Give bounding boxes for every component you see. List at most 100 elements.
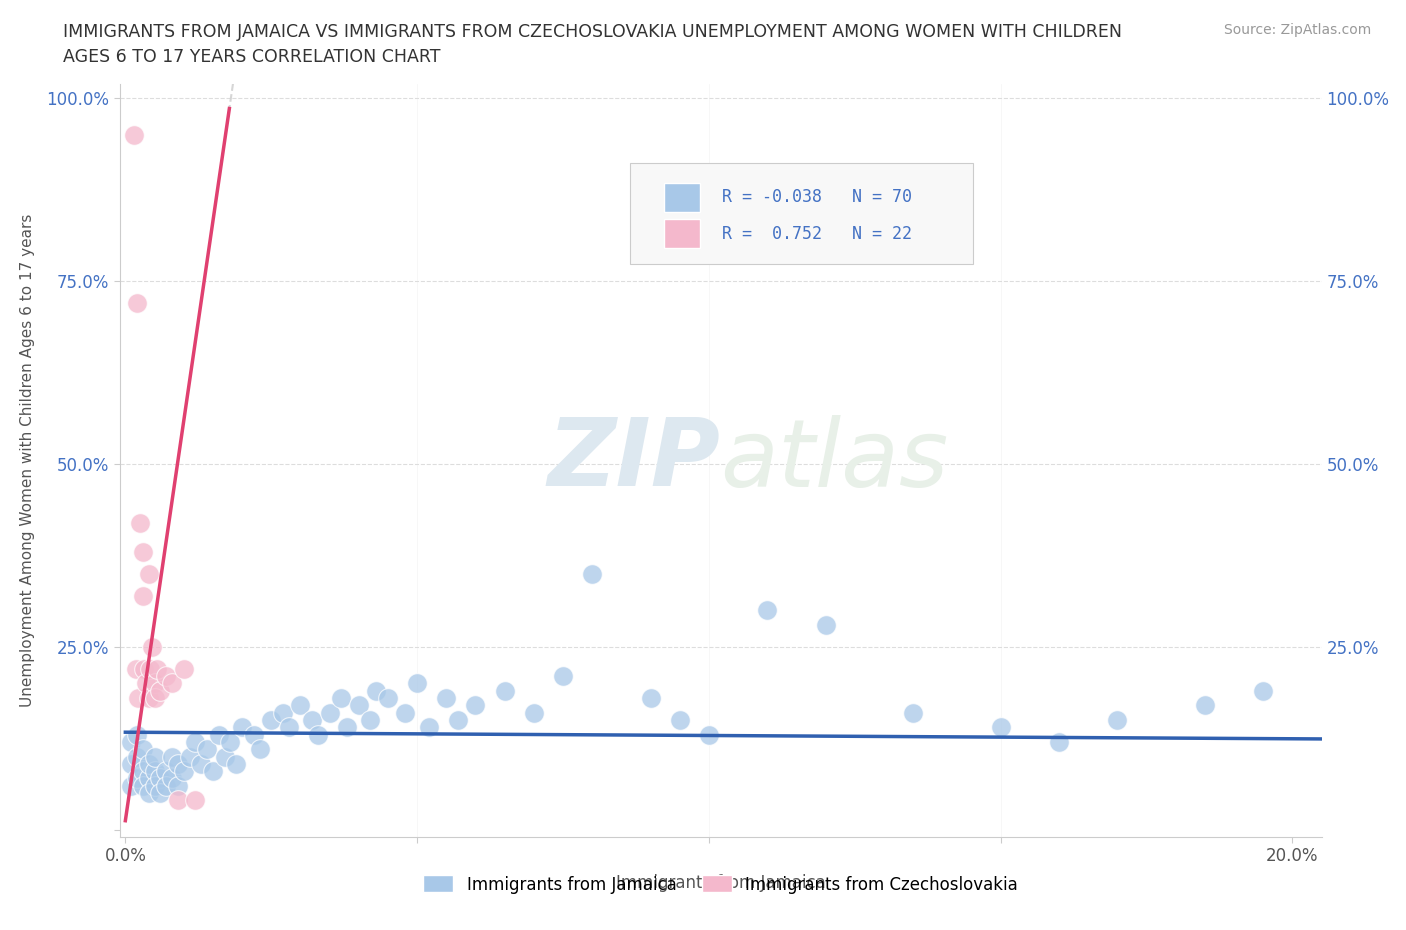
Point <box>132 544 155 559</box>
Point <box>132 588 155 603</box>
Legend: Immigrants from Jamaica, Immigrants from Czechoslovakia: Immigrants from Jamaica, Immigrants from… <box>416 869 1025 900</box>
Text: AGES 6 TO 17 YEARS CORRELATION CHART: AGES 6 TO 17 YEARS CORRELATION CHART <box>63 48 440 66</box>
Point <box>225 756 247 771</box>
Point <box>201 764 224 778</box>
Point <box>132 742 155 757</box>
Text: ZIP: ZIP <box>548 415 720 506</box>
Y-axis label: Unemployment Among Women with Children Ages 6 to 17 years: Unemployment Among Women with Children A… <box>20 214 35 707</box>
Point <box>208 727 231 742</box>
Point <box>138 771 160 786</box>
Point <box>143 691 166 706</box>
Point <box>155 778 177 793</box>
Point <box>141 640 163 655</box>
Point <box>139 661 162 676</box>
Point <box>143 749 166 764</box>
Point <box>120 735 142 750</box>
Point <box>366 684 388 698</box>
Point <box>318 705 340 720</box>
Point <box>434 691 457 706</box>
Point <box>394 705 416 720</box>
Text: R =  0.752   N = 22: R = 0.752 N = 22 <box>721 225 911 243</box>
Point <box>129 515 152 530</box>
Point <box>149 771 172 786</box>
Point <box>132 661 155 676</box>
Point <box>231 720 253 735</box>
Point <box>330 691 353 706</box>
Point <box>990 720 1012 735</box>
Point <box>668 712 690 727</box>
Point <box>167 756 190 771</box>
Point <box>125 771 148 786</box>
Point <box>242 727 264 742</box>
Point <box>418 720 440 735</box>
Point <box>120 756 142 771</box>
Text: IMMIGRANTS FROM JAMAICA VS IMMIGRANTS FROM CZECHOSLOVAKIA UNEMPLOYMENT AMONG WOM: IMMIGRANTS FROM JAMAICA VS IMMIGRANTS FR… <box>63 23 1122 41</box>
Point <box>138 786 160 801</box>
Point <box>290 698 312 712</box>
Point <box>167 793 190 808</box>
Point <box>120 778 142 793</box>
Point <box>127 691 149 706</box>
Bar <box>664 183 700 212</box>
Point <box>523 705 546 720</box>
Point <box>219 735 242 750</box>
Point <box>260 712 283 727</box>
Point <box>640 691 662 706</box>
Point <box>149 684 172 698</box>
Point <box>214 749 236 764</box>
Point <box>179 749 201 764</box>
Point <box>143 778 166 793</box>
Point <box>277 720 299 735</box>
Point <box>160 749 183 764</box>
Point <box>125 296 148 311</box>
Point <box>173 764 195 778</box>
Point <box>551 669 574 684</box>
Point <box>167 778 190 793</box>
Point <box>581 566 603 581</box>
Text: atlas: atlas <box>720 415 949 506</box>
Point <box>138 566 160 581</box>
Point <box>756 603 779 618</box>
Point <box>138 691 160 706</box>
Point <box>1194 698 1216 712</box>
Point <box>1047 735 1070 750</box>
Point <box>143 764 166 778</box>
Point <box>146 661 169 676</box>
Point <box>143 676 166 691</box>
Point <box>160 676 183 691</box>
Point <box>184 793 207 808</box>
Point <box>135 676 157 691</box>
Point <box>301 712 323 727</box>
Point <box>155 764 177 778</box>
Point <box>494 684 516 698</box>
Point <box>901 705 924 720</box>
Text: Source: ZipAtlas.com: Source: ZipAtlas.com <box>1223 23 1371 37</box>
Point <box>160 771 183 786</box>
Point <box>336 720 359 735</box>
Point <box>155 669 177 684</box>
Point <box>447 712 470 727</box>
Point <box>377 691 399 706</box>
Point <box>1107 712 1129 727</box>
Point <box>190 756 212 771</box>
Point <box>347 698 370 712</box>
Point <box>271 705 294 720</box>
X-axis label: Immigrants from Jamaica: Immigrants from Jamaica <box>616 874 825 892</box>
Point <box>149 786 172 801</box>
Point <box>1251 684 1274 698</box>
Point <box>697 727 720 742</box>
Point <box>132 778 155 793</box>
Point <box>125 727 148 742</box>
Bar <box>664 219 700 248</box>
Point <box>249 742 271 757</box>
Point <box>173 661 195 676</box>
Point <box>814 618 837 632</box>
Point <box>184 735 207 750</box>
Point <box>406 676 429 691</box>
Point <box>359 712 381 727</box>
Point <box>122 127 145 142</box>
Text: R = -0.038   N = 70: R = -0.038 N = 70 <box>721 189 911 206</box>
Point <box>307 727 329 742</box>
Point <box>195 742 218 757</box>
Point <box>464 698 486 712</box>
